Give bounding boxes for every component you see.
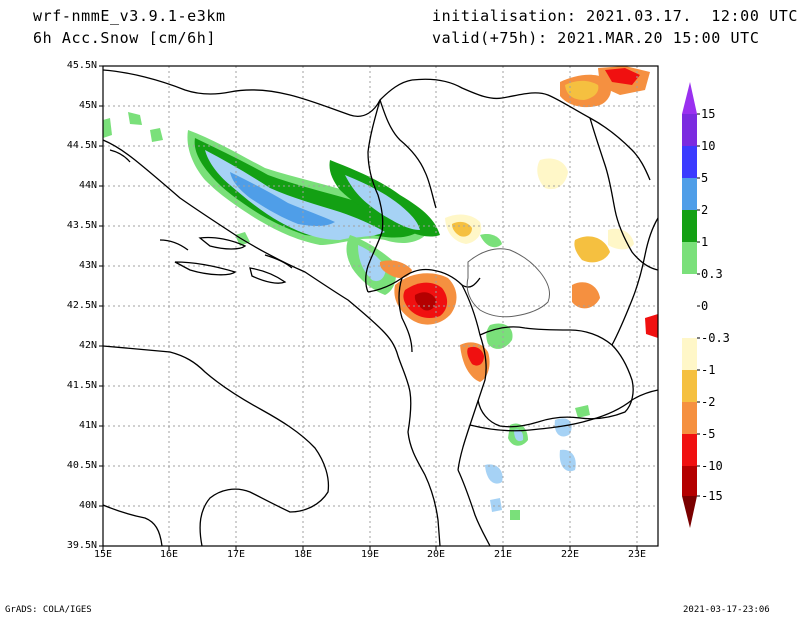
lon-label: 18E bbox=[293, 549, 313, 560]
valid-time: valid(+75h): 2021.MAR.20 15:00 UTC bbox=[432, 29, 760, 47]
colorbar-cell-03 bbox=[682, 274, 697, 306]
lat-label: 43N bbox=[78, 260, 97, 271]
lon-label: 19E bbox=[360, 549, 380, 560]
lon-label: 21E bbox=[493, 549, 513, 560]
lat-label: 45N bbox=[78, 100, 97, 111]
init-time: initialisation: 2021.03.17. 12:00 UTC bbox=[432, 7, 798, 25]
lat-label: 41N bbox=[78, 420, 97, 431]
colorbar-cell-1 bbox=[682, 242, 697, 274]
colorbar-cell-neg1 bbox=[682, 370, 697, 402]
colorbar-cell-neg2 bbox=[682, 402, 697, 434]
model-title: wrf-nmmE_v3.9.1-e3km bbox=[33, 7, 226, 25]
snow-field bbox=[103, 66, 658, 520]
colorbar-top-arrow bbox=[682, 82, 697, 114]
coastlines-borders bbox=[102, 69, 659, 547]
lat-label: 41.5N bbox=[66, 380, 97, 391]
colorbar-cell-2 bbox=[682, 210, 697, 242]
colorbar-label: -10 bbox=[701, 459, 723, 473]
lat-label: 42N bbox=[78, 340, 97, 351]
colorbar-cell-0 bbox=[682, 306, 697, 338]
colorbar-label: 0 bbox=[701, 299, 709, 313]
colorbar-label: -15 bbox=[701, 489, 723, 503]
lat-label: 44.5N bbox=[66, 140, 97, 151]
field-title: 6h Acc.Snow [cm/6h] bbox=[33, 29, 216, 47]
colorbar-label: 15 bbox=[701, 107, 716, 121]
colorbar-label: 10 bbox=[701, 139, 716, 153]
colorbar-label: -0.3 bbox=[701, 331, 730, 345]
lat-label: 45.5N bbox=[66, 60, 97, 71]
colorbar-label: -5 bbox=[701, 427, 716, 441]
colorbar bbox=[682, 82, 700, 528]
colorbar-cell-10 bbox=[682, 146, 697, 178]
lon-label: 20E bbox=[426, 549, 446, 560]
colorbar-label: -2 bbox=[701, 395, 716, 409]
lon-label: 17E bbox=[226, 549, 246, 560]
lat-label: 44N bbox=[78, 180, 97, 191]
lat-label: 39.5N bbox=[66, 540, 97, 551]
lat-label: 42.5N bbox=[66, 300, 97, 311]
render-timestamp: 2021-03-17-23:06 bbox=[683, 605, 770, 615]
axis-ticks bbox=[99, 65, 638, 550]
graticule bbox=[103, 66, 658, 546]
colorbar-label: -1 bbox=[701, 363, 716, 377]
lat-label: 40.5N bbox=[66, 460, 97, 471]
lat-label: 40N bbox=[78, 500, 97, 511]
lon-label: 23E bbox=[627, 549, 647, 560]
colorbar-label: 2 bbox=[701, 203, 709, 217]
grads-credit: GrADS: COLA/IGES bbox=[5, 605, 92, 615]
lon-label: 22E bbox=[560, 549, 580, 560]
colorbar-label: 5 bbox=[701, 171, 709, 185]
lon-label: 15E bbox=[93, 549, 113, 560]
lat-label: 43.5N bbox=[66, 220, 97, 231]
lon-label: 16E bbox=[159, 549, 179, 560]
colorbar-cell-5 bbox=[682, 178, 697, 210]
colorbar-cell-neg5 bbox=[682, 434, 697, 466]
colorbar-label: 1 bbox=[701, 235, 709, 249]
colorbar-cell-neg10 bbox=[682, 466, 697, 496]
colorbar-label: 0.3 bbox=[701, 267, 723, 281]
colorbar-bottom-arrow bbox=[682, 496, 697, 528]
colorbar-cell-neg03 bbox=[682, 338, 697, 370]
